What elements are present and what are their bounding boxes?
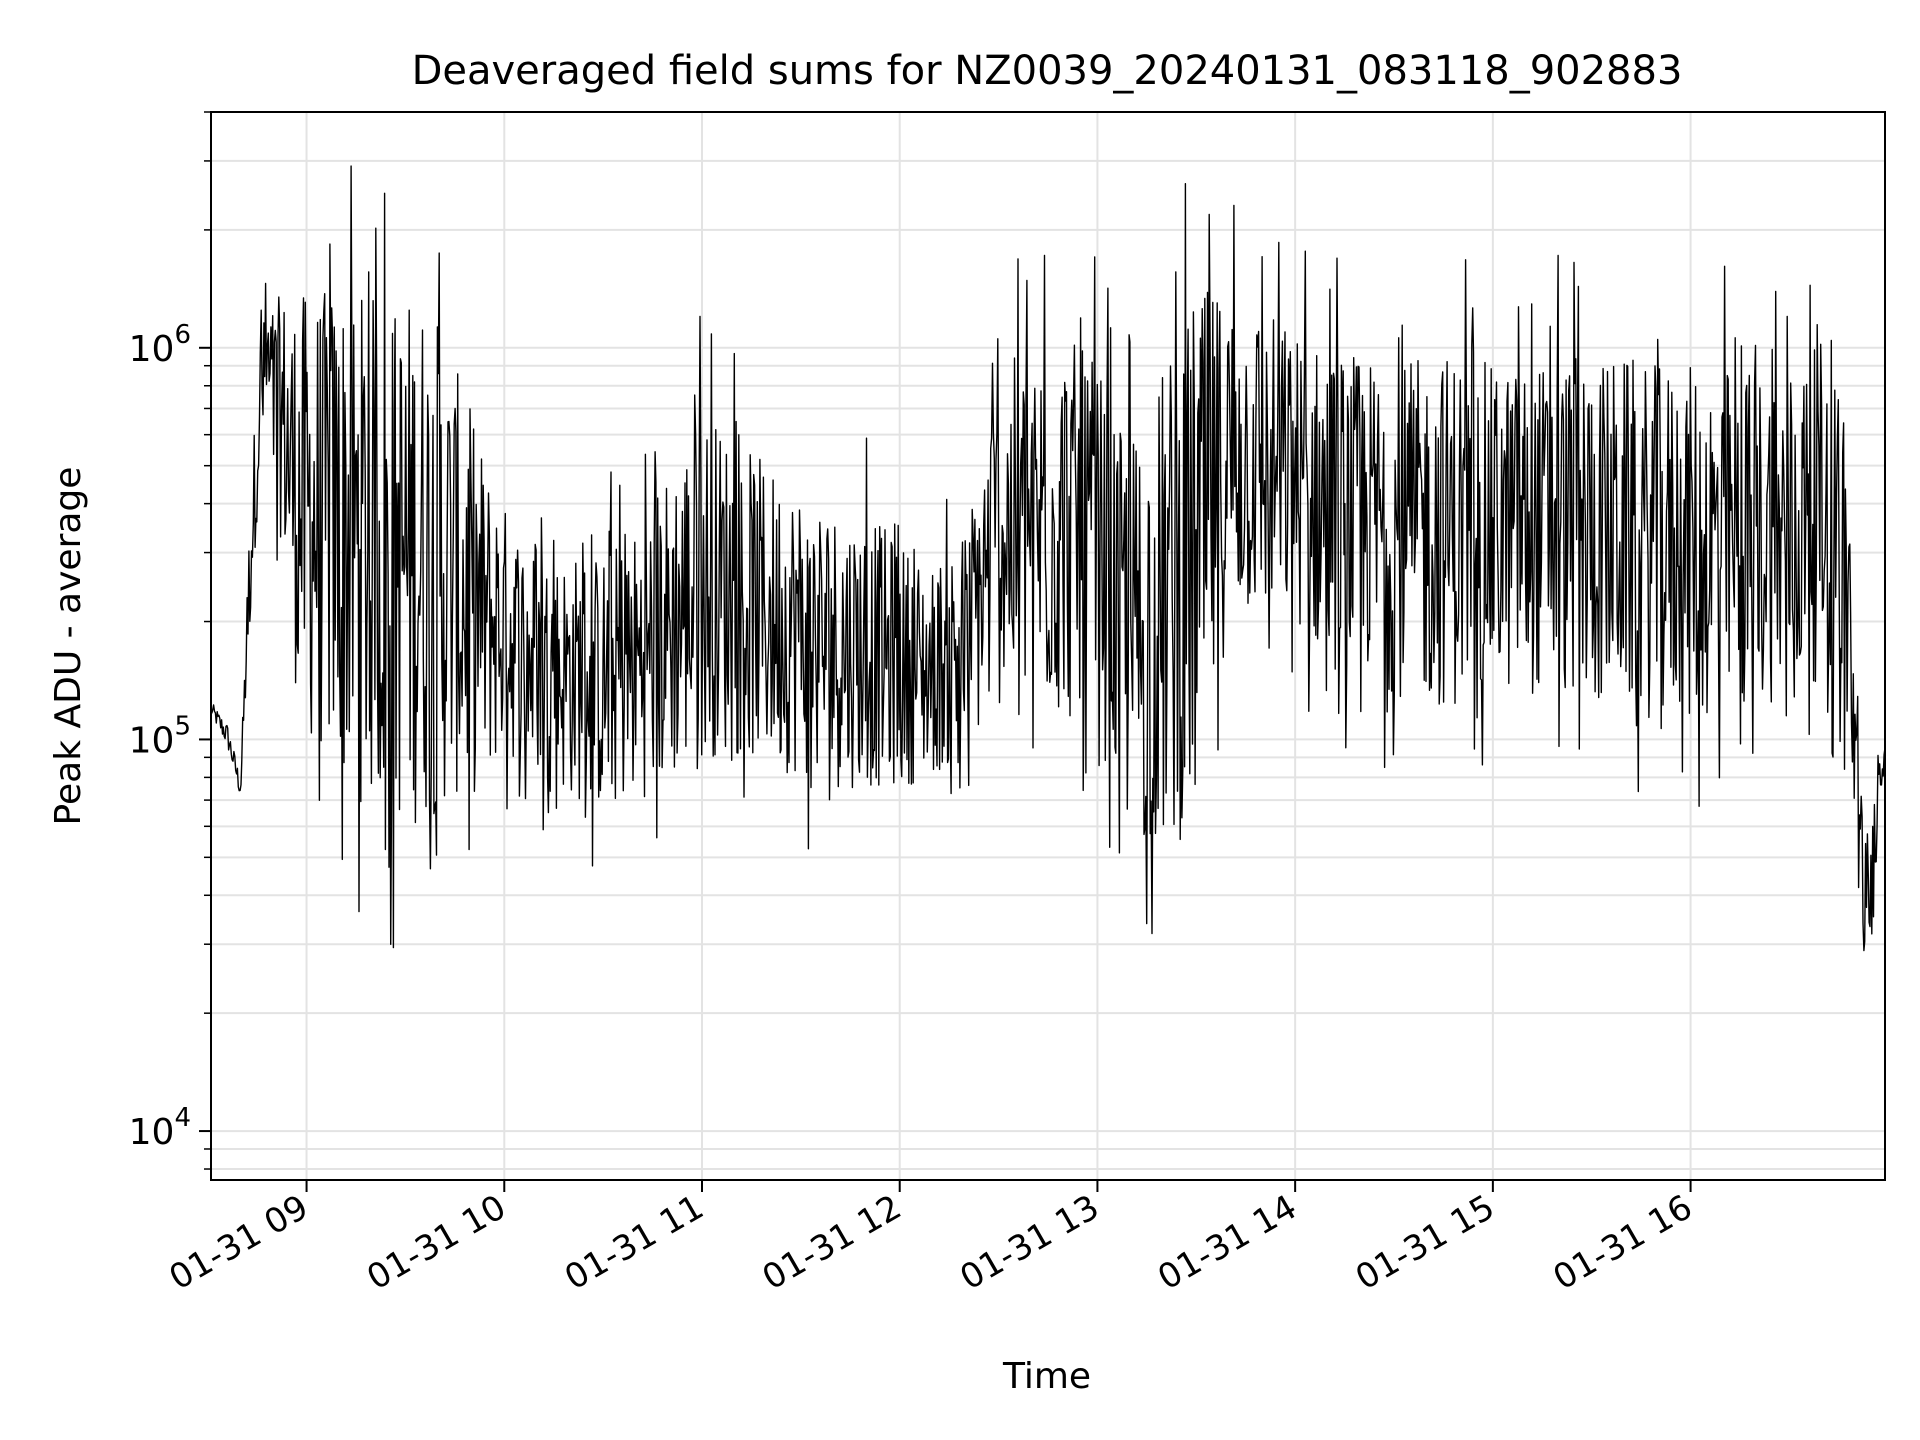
chart-title: Deaveraged field sums for NZ0039_2024013…: [412, 48, 1683, 94]
series-line: [210, 165, 1886, 952]
plot-area: [210, 165, 1886, 952]
y-tick-label: 105: [129, 711, 191, 761]
x-axis-label: Time: [1002, 1356, 1091, 1397]
plot-frame: [210, 111, 1886, 1181]
y-tick-label: 106: [129, 320, 191, 370]
y-axis-label: Peak ADU - average: [48, 467, 89, 826]
